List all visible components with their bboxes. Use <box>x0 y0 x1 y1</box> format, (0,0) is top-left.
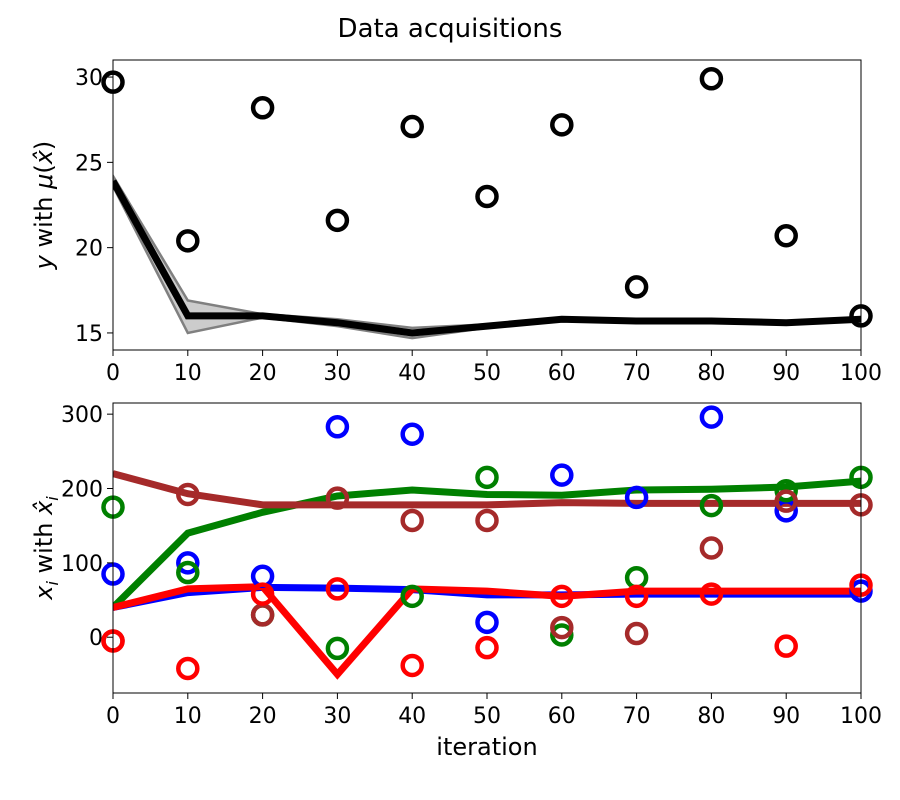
bottom-panel: 0 10 20 30 40 50 60 70 80 90 100 0 100 200 300 xi with… <box>30 402 882 761</box>
x-tick-label: 10 <box>174 361 202 386</box>
x-tick-label: 90 <box>772 704 800 729</box>
x-tick-label: 30 <box>323 704 351 729</box>
x-tick-label: 90 <box>772 361 800 386</box>
scatter-points-layer <box>101 67 873 328</box>
line-series-1 <box>113 477 861 610</box>
x-tick-label: 80 <box>697 704 725 729</box>
scatter-point <box>774 478 798 503</box>
y-tick-label: 0 <box>89 626 103 651</box>
scatter-point <box>624 565 649 590</box>
figure-title: Data acquisitions <box>338 14 563 44</box>
x-tick-label: 60 <box>548 361 576 386</box>
scatter-point <box>699 67 724 91</box>
scatter-point <box>475 610 499 635</box>
scatter-point <box>400 584 424 609</box>
x-tick-label: 70 <box>623 361 651 386</box>
y-tick-label: 300 <box>61 403 103 428</box>
scatter-point <box>550 463 574 487</box>
scatter-point <box>250 603 275 627</box>
scatter-point <box>176 560 200 585</box>
scatter-point <box>325 636 350 661</box>
scatter-point <box>176 551 200 575</box>
scatter-point <box>624 485 649 510</box>
x-tick-label: 50 <box>473 704 501 729</box>
scatter-point <box>699 536 724 560</box>
y-tick-label: 30 <box>75 66 103 91</box>
x-tick-label: 60 <box>548 704 576 729</box>
scatter-point <box>176 656 200 681</box>
x-tick-label: 100 <box>840 361 882 386</box>
x-tick-label: 20 <box>249 704 277 729</box>
bottom-y-axis-label: xi with x̂i <box>30 496 62 601</box>
bottom-line-series-layer <box>113 470 861 680</box>
x-tick-label: 40 <box>398 704 426 729</box>
scatter-point <box>699 493 724 518</box>
scatter-point <box>400 114 424 139</box>
bottom-scatter-points-layer <box>101 405 873 681</box>
scatter-point <box>550 584 574 609</box>
scatter-point <box>176 482 200 507</box>
line-series-2 <box>113 470 861 509</box>
y-tick-label: 100 <box>61 552 103 577</box>
scatter-point <box>250 96 275 120</box>
y-tick-label: 15 <box>75 322 103 347</box>
scatter-point <box>624 584 649 609</box>
x-tick-label: 70 <box>623 704 651 729</box>
y-tick-label: 20 <box>75 237 103 262</box>
line-series-3 <box>113 583 861 680</box>
x-tick-label: 0 <box>106 704 120 729</box>
scatter-point <box>699 405 724 429</box>
y-tick-label: 25 <box>75 151 103 176</box>
scatter-point <box>550 615 574 640</box>
scatter-point <box>774 634 798 658</box>
scatter-point <box>550 623 574 647</box>
scatter-point <box>475 184 499 209</box>
bottom-axes-ticks: 0 10 20 30 40 50 60 70 80 90 100 0 100 200 300 <box>61 403 882 729</box>
x-tick-label: 0 <box>106 361 120 386</box>
scatter-point <box>325 486 350 510</box>
scatter-point <box>400 508 424 533</box>
line-series-0 <box>113 179 861 337</box>
scatter-point <box>475 465 499 490</box>
scatter-point <box>774 223 798 248</box>
top-y-axis-label: y with μ(x̂) <box>30 141 58 271</box>
x-tick-label: 40 <box>398 361 426 386</box>
x-tick-label: 30 <box>323 361 351 386</box>
scatter-point <box>624 275 649 299</box>
scatter-point <box>774 489 798 513</box>
scatter-point <box>624 621 649 646</box>
x-axis-label: iteration <box>436 733 537 761</box>
scatter-point <box>699 582 724 606</box>
scatter-point <box>176 229 200 253</box>
scatter-point <box>325 577 350 601</box>
y-tick-label: 200 <box>61 478 103 503</box>
scatter-point <box>400 653 424 678</box>
x-tick-label: 20 <box>249 361 277 386</box>
scatter-point <box>475 508 499 533</box>
scatter-point <box>400 422 424 446</box>
scatter-point <box>550 113 574 137</box>
scatter-point <box>325 208 350 233</box>
scatter-point <box>475 635 499 660</box>
scatter-point <box>325 415 350 439</box>
x-tick-label: 80 <box>697 361 725 386</box>
top-axes-ticks: 0 10 20 30 40 50 60 70 80 90 100 15 20 25 30 <box>75 66 882 386</box>
x-tick-label: 100 <box>840 704 882 729</box>
top-panel: 0 10 20 30 40 50 60 70 80 90 100 15 20 25 30 y with μ(… <box>30 59 882 386</box>
x-tick-label: 10 <box>174 704 202 729</box>
x-tick-label: 50 <box>473 361 501 386</box>
scatter-point <box>250 582 275 606</box>
line-series-layer <box>113 179 861 337</box>
bottom-axes-frame <box>112 402 862 694</box>
